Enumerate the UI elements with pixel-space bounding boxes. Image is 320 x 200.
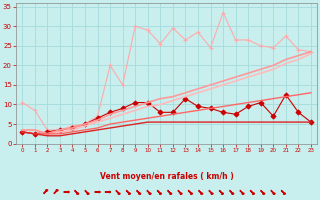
X-axis label: Vent moyen/en rafales ( km/h ): Vent moyen/en rafales ( km/h ) [100,172,234,181]
